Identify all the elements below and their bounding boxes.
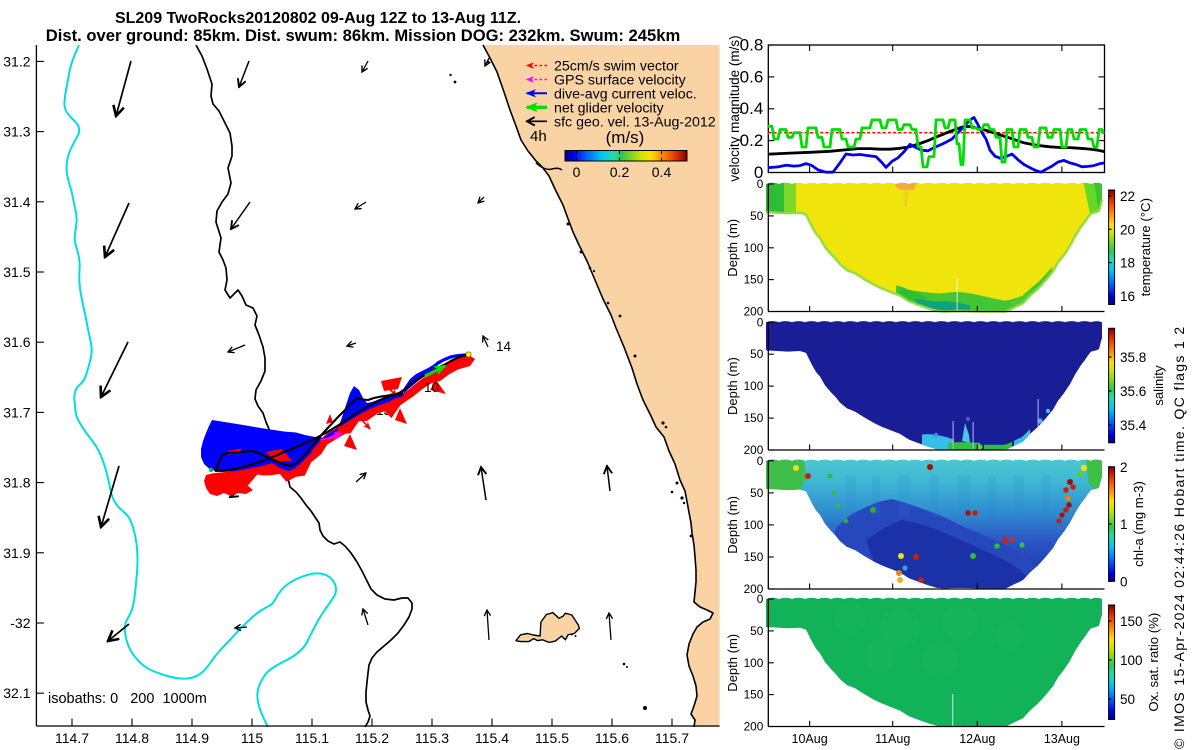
svg-text:0: 0	[757, 315, 764, 329]
svg-text:50: 50	[750, 624, 764, 638]
svg-text:200: 200	[744, 443, 764, 457]
svg-text:200: 200	[744, 582, 764, 596]
svg-text:150: 150	[744, 550, 764, 564]
svg-text:2: 2	[1120, 460, 1128, 475]
svg-text:0: 0	[573, 164, 581, 180]
svg-text:31.6: 31.6	[3, 334, 30, 350]
svg-text:150: 150	[744, 688, 764, 702]
svg-text:SL209 TwoRocks20120802 09-Aug: SL209 TwoRocks20120802 09-Aug 12Z to 13-…	[115, 10, 521, 27]
svg-text:115.7: 115.7	[655, 730, 689, 746]
svg-text:0.4: 0.4	[652, 164, 672, 180]
svg-text:0: 0	[1120, 574, 1128, 589]
svg-text:31.5: 31.5	[3, 264, 30, 280]
svg-text:22: 22	[1120, 189, 1135, 204]
svg-text:Depth (m): Depth (m)	[725, 496, 740, 554]
svg-text:150: 150	[744, 273, 764, 287]
svg-text:100: 100	[744, 518, 764, 532]
svg-text:35.8: 35.8	[1120, 350, 1146, 365]
svg-text:50: 50	[1120, 692, 1135, 707]
svg-text:18: 18	[1120, 256, 1135, 271]
svg-text:Dist. over ground: 85km. Dist.: Dist. over ground: 85km. Dist. swum: 86k…	[46, 26, 680, 45]
svg-text:(m/s): (m/s)	[606, 128, 645, 147]
svg-text:© IMOS 15-Apr-2024 02:44:26 Ho: © IMOS 15-Apr-2024 02:44:26 Hobart time.…	[1171, 326, 1187, 749]
svg-text:10Aug: 10Aug	[792, 732, 828, 746]
svg-text:50: 50	[750, 209, 764, 223]
svg-text:0.2: 0.2	[740, 131, 764, 150]
svg-text:0: 0	[754, 163, 763, 182]
svg-text:150: 150	[744, 411, 764, 425]
svg-text:115.6: 115.6	[595, 730, 629, 746]
svg-text:150: 150	[1120, 614, 1143, 629]
svg-text:50: 50	[750, 486, 764, 500]
svg-text:35.4: 35.4	[1120, 418, 1147, 433]
svg-text:31.4: 31.4	[3, 194, 30, 210]
svg-text:100: 100	[1120, 653, 1143, 668]
svg-text:sfc geo. vel. 13-Aug-2012: sfc geo. vel. 13-Aug-2012	[554, 114, 716, 130]
svg-text:32.1: 32.1	[3, 685, 30, 701]
svg-text:0: 0	[757, 177, 764, 191]
svg-text:100: 100	[744, 656, 764, 670]
svg-text:4h: 4h	[530, 128, 547, 145]
svg-text:temperature (°C): temperature (°C)	[1138, 198, 1153, 296]
svg-text:31.8: 31.8	[3, 475, 30, 491]
svg-text:25cm/s swim vector: 25cm/s swim vector	[554, 59, 679, 75]
svg-text:GPS surface velocity: GPS surface velocity	[554, 73, 687, 89]
svg-text:114.9: 114.9	[175, 730, 209, 746]
svg-text:Depth (m): Depth (m)	[725, 634, 740, 692]
svg-text:200: 200	[744, 720, 764, 734]
svg-text:31.3: 31.3	[3, 124, 30, 140]
svg-text:-32: -32	[10, 615, 30, 631]
svg-text:14: 14	[496, 339, 512, 354]
svg-text:0: 0	[757, 592, 764, 606]
svg-text:13Aug: 13Aug	[1044, 732, 1080, 746]
svg-text:net glider velocity: net glider velocity	[554, 100, 665, 116]
svg-text:50: 50	[750, 347, 764, 361]
svg-text:1: 1	[1120, 517, 1128, 532]
svg-text:35.6: 35.6	[1120, 384, 1146, 399]
svg-text:0.2: 0.2	[610, 164, 630, 180]
svg-text:115.3: 115.3	[415, 730, 449, 746]
svg-text:10: 10	[424, 380, 439, 395]
svg-text:11Aug: 11Aug	[875, 732, 910, 746]
svg-text:31.2: 31.2	[3, 53, 30, 69]
svg-text:115.4: 115.4	[475, 730, 509, 746]
svg-text:0.8: 0.8	[740, 36, 764, 55]
svg-text:31.9: 31.9	[3, 545, 30, 561]
svg-text:0.4: 0.4	[740, 99, 764, 118]
svg-text:Depth (m): Depth (m)	[725, 219, 740, 277]
svg-text:0.6: 0.6	[740, 67, 764, 86]
svg-text:115.1: 115.1	[295, 730, 329, 746]
svg-text:200: 200	[744, 305, 764, 319]
svg-text:isobaths: 0 200 1000m: isobaths: 0 200 1000m	[48, 691, 207, 707]
svg-text:114.8: 114.8	[115, 730, 149, 746]
svg-text:31.7: 31.7	[3, 404, 30, 420]
svg-text:115: 115	[241, 730, 264, 746]
svg-text:salinity: salinity	[1151, 365, 1166, 406]
svg-text:Depth (m): Depth (m)	[725, 357, 740, 415]
svg-text:0: 0	[757, 454, 764, 468]
svg-text:100: 100	[744, 379, 764, 393]
svg-text:16: 16	[1120, 289, 1135, 304]
svg-text:115.2: 115.2	[355, 730, 389, 746]
svg-text:100: 100	[744, 241, 764, 255]
svg-text:dive-avg current veloc.: dive-avg current veloc.	[554, 86, 697, 102]
svg-text:velocity magnitude (m/s): velocity magnitude (m/s)	[727, 35, 742, 181]
svg-text:12Aug: 12Aug	[959, 732, 995, 746]
svg-text:114.7: 114.7	[55, 730, 89, 746]
svg-text:Ox. sat. ratio (%): Ox. sat. ratio (%)	[1146, 613, 1161, 712]
svg-text:115.5: 115.5	[535, 730, 569, 746]
svg-text:20: 20	[1120, 222, 1135, 237]
svg-text:chl-a (mg m-3): chl-a (mg m-3)	[1131, 481, 1146, 567]
